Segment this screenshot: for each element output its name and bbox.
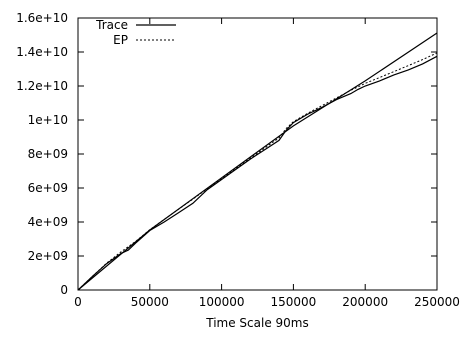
series-line-ep (77, 52, 438, 291)
x-tick-label: 200000 (342, 295, 388, 309)
y-tick-label: 1.2e+10 (16, 79, 68, 93)
y-tick-label: 6e+09 (28, 181, 68, 195)
series-line-unlabeled-2 (77, 32, 438, 291)
axis-tick-labels: 0 50000 100000 150000 200000 250000 0 2e+09 4e+0… (16, 11, 460, 309)
legend-label-trace: Trace (95, 18, 128, 32)
series-group (77, 32, 438, 291)
x-tick-label: 250000 (414, 295, 460, 309)
x-tick-label: 100000 (199, 295, 245, 309)
x-tick-label: 150000 (270, 295, 316, 309)
x-tick-label: 50000 (131, 295, 169, 309)
y-tick-label: 8e+09 (28, 147, 68, 161)
x-tick-label: 0 (74, 295, 82, 309)
axis-ticks (77, 17, 438, 291)
series-line-trace (77, 55, 438, 291)
y-tick-label: 2e+09 (28, 249, 68, 263)
x-axis-label: Time Scale 90ms (205, 316, 309, 330)
y-tick-label: 4e+09 (28, 215, 68, 229)
y-tick-label: 1.6e+10 (16, 11, 68, 25)
y-tick-label: 1e+10 (28, 113, 68, 127)
legend-label-ep: EP (113, 33, 128, 47)
y-tick-label: 0 (60, 283, 68, 297)
y-tick-label: 1.4e+10 (16, 45, 68, 59)
